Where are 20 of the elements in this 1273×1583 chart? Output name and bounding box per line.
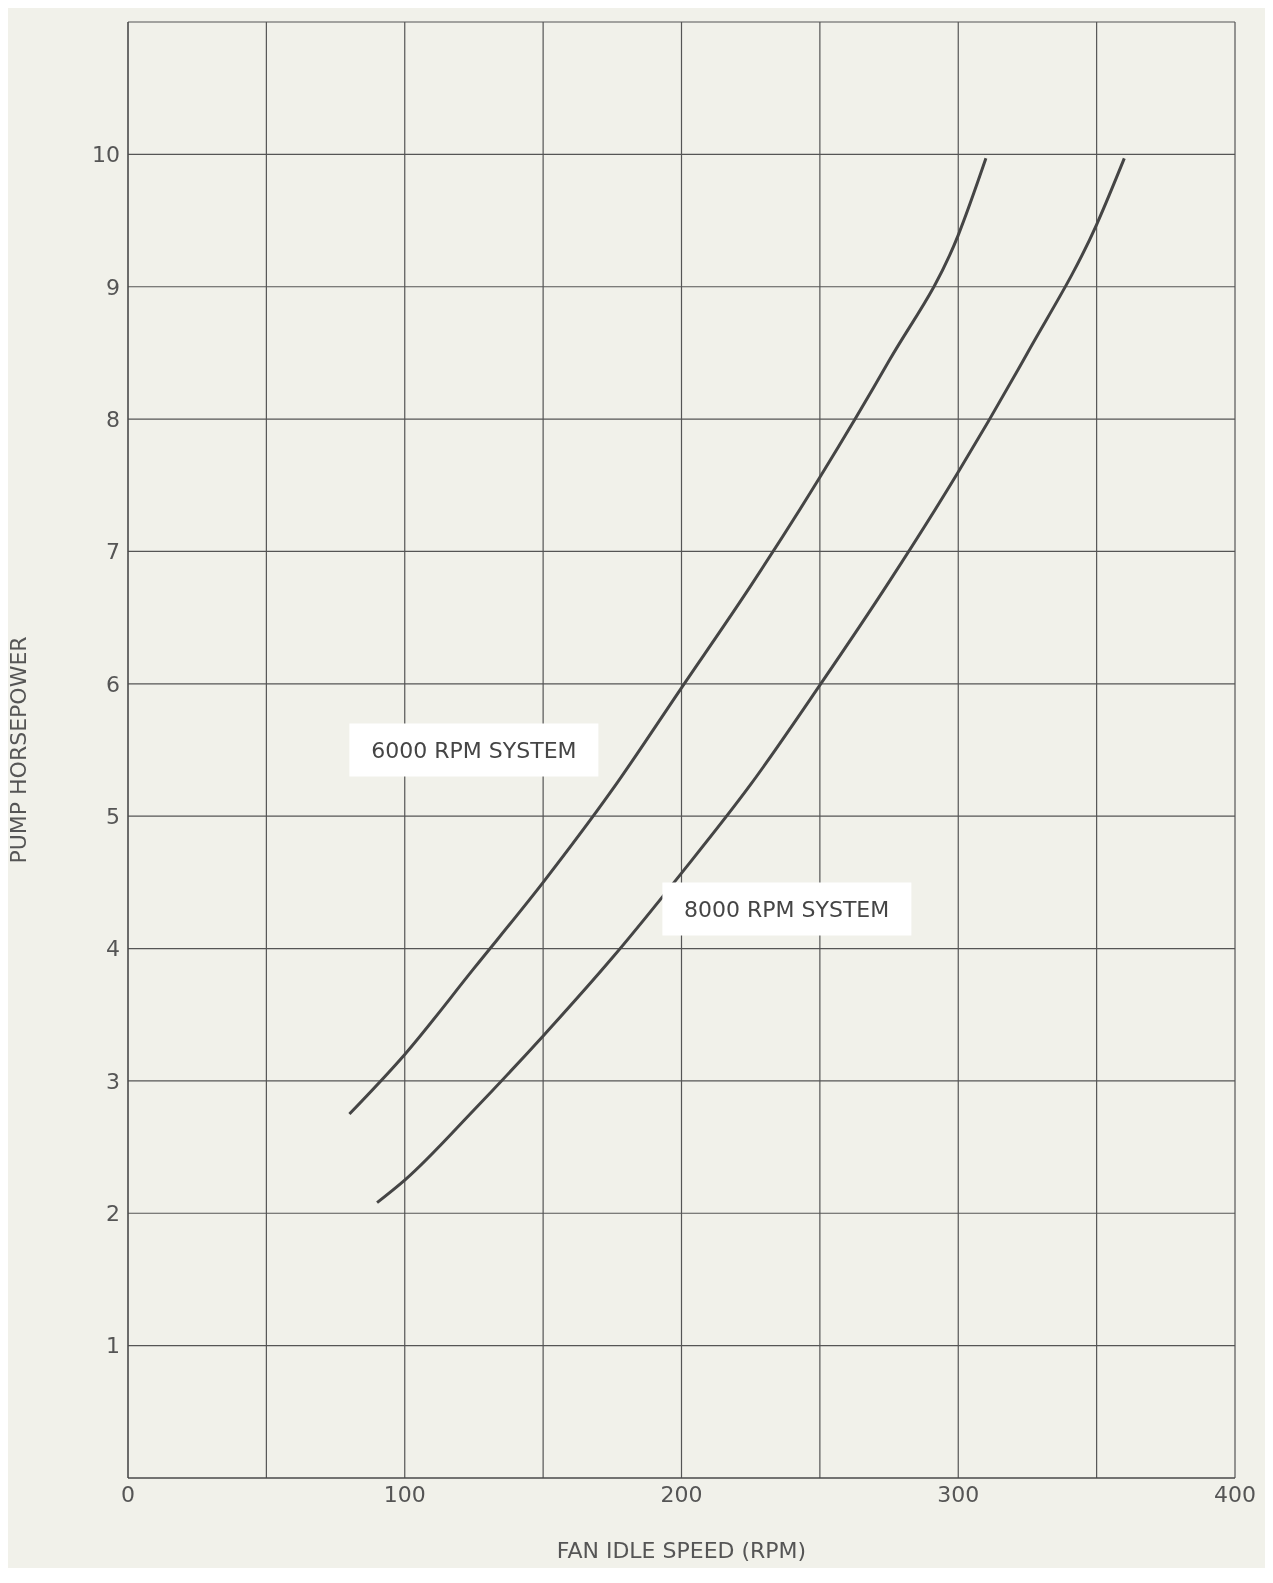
y-tick-label: 6 bbox=[106, 671, 120, 697]
x-tick-label: 400 bbox=[1214, 1481, 1256, 1507]
y-axis-title: PUMP HORSEPOWER bbox=[5, 636, 31, 864]
series-label: 8000 RPM SYSTEM bbox=[662, 882, 912, 936]
x-tick-label: 0 bbox=[121, 1481, 135, 1507]
x-tick-label: 300 bbox=[937, 1481, 980, 1507]
y-tick-label: 10 bbox=[92, 142, 120, 168]
y-tick-label: 7 bbox=[106, 539, 120, 565]
line-series bbox=[347, 156, 988, 1116]
x-tick-label: 100 bbox=[383, 1481, 426, 1507]
y-tick-label: 4 bbox=[106, 936, 120, 962]
y-tick-label: 5 bbox=[106, 803, 120, 829]
y-tick-label: 1 bbox=[106, 1333, 120, 1359]
x-axis-title: FAN IDLE SPEED (RPM) bbox=[556, 1538, 807, 1563]
y-tick-label: 8 bbox=[106, 406, 120, 432]
y-tick-label: 2 bbox=[106, 1201, 120, 1227]
x-tick-label: 200 bbox=[660, 1481, 703, 1507]
text: 6000 RPM SYSTEM bbox=[349, 723, 599, 777]
y-tick-label: 3 bbox=[106, 1068, 120, 1094]
y-tick-label: 9 bbox=[106, 274, 120, 300]
